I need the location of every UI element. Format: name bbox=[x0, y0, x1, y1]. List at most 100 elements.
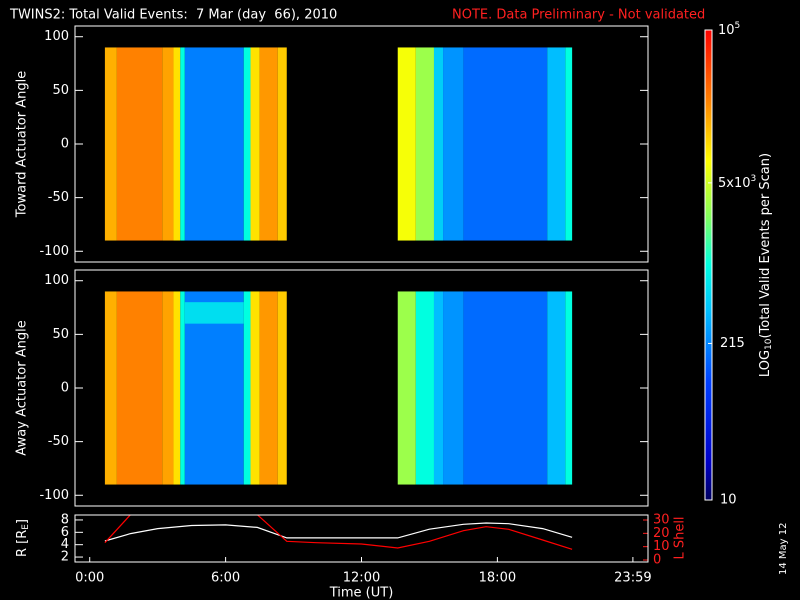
colorbar-strip bbox=[705, 396, 712, 399]
colorbar-strip bbox=[705, 180, 712, 183]
colorbar-strip bbox=[705, 188, 712, 191]
colorbar-strip bbox=[705, 266, 712, 269]
colorbar-strip bbox=[705, 466, 712, 469]
colorbar-strip bbox=[705, 440, 712, 443]
colorbar-strip bbox=[705, 104, 712, 107]
heatmap-cell bbox=[547, 291, 566, 485]
colorbar-strip bbox=[705, 240, 712, 243]
colorbar-strip bbox=[705, 320, 712, 323]
x-tick-label: 12:00 bbox=[343, 571, 380, 586]
colorbar-strip bbox=[705, 258, 712, 261]
colorbar-strip bbox=[705, 314, 712, 317]
colorbar-strip bbox=[705, 156, 712, 159]
x-tick-label: 6:00 bbox=[211, 571, 240, 586]
colorbar-strip bbox=[705, 58, 712, 61]
colorbar-strip bbox=[705, 142, 712, 145]
colorbar-strip bbox=[705, 416, 712, 419]
colorbar-strip bbox=[705, 96, 712, 99]
colorbar-strip bbox=[705, 110, 712, 113]
colorbar-strip bbox=[705, 392, 712, 395]
colorbar-strip bbox=[705, 72, 712, 75]
colorbar-strip bbox=[705, 260, 712, 263]
colorbar-strip bbox=[705, 334, 712, 337]
colorbar-strip bbox=[705, 374, 712, 377]
colorbar-strip bbox=[705, 438, 712, 441]
colorbar-strip bbox=[705, 40, 712, 43]
colorbar-strip bbox=[705, 68, 712, 71]
colorbar-strip bbox=[705, 228, 712, 231]
colorbar-strip bbox=[705, 322, 712, 325]
colorbar-strip bbox=[705, 136, 712, 139]
y2-tick-label: 0 bbox=[653, 553, 661, 568]
heatmap-cell bbox=[433, 47, 444, 241]
y-axis-label: R [RE] bbox=[15, 519, 31, 557]
heatmap-cell bbox=[250, 47, 260, 241]
colorbar-strip bbox=[705, 126, 712, 129]
heatmap-cell bbox=[397, 47, 416, 241]
colorbar-strip bbox=[705, 264, 712, 267]
colorbar-strip bbox=[705, 120, 712, 123]
colorbar-strip bbox=[705, 246, 712, 249]
heatmap-cell bbox=[397, 291, 416, 485]
colorbar-strip bbox=[705, 478, 712, 481]
colorbar-strip bbox=[705, 426, 712, 429]
colorbar-strip bbox=[705, 194, 712, 197]
colorbar-strip bbox=[705, 402, 712, 405]
colorbar-tick-label-base: 5x10 bbox=[718, 175, 751, 190]
colorbar-strip bbox=[705, 394, 712, 397]
colorbar-strip bbox=[705, 470, 712, 473]
heatmap-cell bbox=[104, 291, 117, 485]
colorbar-strip bbox=[705, 464, 712, 467]
colorbar-strip bbox=[705, 238, 712, 241]
colorbar-strip bbox=[705, 124, 712, 127]
colorbar-strip bbox=[705, 338, 712, 341]
colorbar-strip bbox=[705, 70, 712, 73]
y2-axis-label: L Shell bbox=[673, 516, 688, 559]
colorbar-strip bbox=[705, 268, 712, 271]
x-tick-label: 23:59 bbox=[614, 571, 651, 586]
heatmap-cell bbox=[116, 291, 163, 485]
colorbar-strip bbox=[705, 56, 712, 59]
colorbar-strip bbox=[705, 288, 712, 291]
y-tick-label: 8 bbox=[61, 512, 69, 527]
colorbar-strip bbox=[705, 284, 712, 287]
colorbar-strip bbox=[705, 140, 712, 143]
colorbar-strip bbox=[705, 254, 712, 257]
y-tick-label: -100 bbox=[39, 488, 69, 503]
colorbar-strip bbox=[705, 432, 712, 435]
colorbar-strip bbox=[705, 398, 712, 401]
colorbar-strip bbox=[705, 158, 712, 161]
title: TWINS2: Total Valid Events: 7 Mar (day 6… bbox=[9, 8, 337, 23]
colorbar-strip bbox=[705, 304, 712, 307]
colorbar-strip bbox=[705, 282, 712, 285]
heatmap-cell bbox=[415, 47, 434, 241]
colorbar-strip bbox=[705, 352, 712, 355]
plot-area bbox=[104, 291, 573, 485]
colorbar-strip bbox=[705, 76, 712, 79]
colorbar-strip bbox=[705, 354, 712, 357]
colorbar-strip bbox=[705, 54, 712, 57]
colorbar-strip bbox=[705, 476, 712, 479]
x-tick-label: 0:00 bbox=[75, 571, 104, 586]
y2-tick-label: 30 bbox=[653, 513, 670, 528]
y-tick-label: 4 bbox=[61, 537, 69, 552]
y-axis-label-part: ] bbox=[15, 519, 30, 524]
heatmap-cell bbox=[116, 47, 163, 241]
heatmap-cell bbox=[162, 291, 174, 485]
colorbar-strip bbox=[705, 80, 712, 83]
y-tick-label: -50 bbox=[48, 434, 69, 449]
y-tick-label: 100 bbox=[44, 29, 69, 44]
colorbar-strip bbox=[705, 122, 712, 125]
colorbar-strip bbox=[705, 210, 712, 213]
colorbar-strip bbox=[705, 492, 712, 495]
colorbar-strip bbox=[705, 344, 712, 347]
series-line bbox=[104, 522, 573, 542]
heatmap-cell bbox=[243, 47, 251, 241]
colorbar-strip bbox=[705, 236, 712, 239]
colorbar-strip bbox=[705, 60, 712, 63]
colorbar-strip bbox=[705, 190, 712, 193]
heatmap-cell bbox=[184, 47, 244, 241]
colorbar-strip bbox=[705, 118, 712, 121]
heatmap-cell bbox=[443, 47, 464, 241]
colorbar-strip bbox=[705, 252, 712, 255]
